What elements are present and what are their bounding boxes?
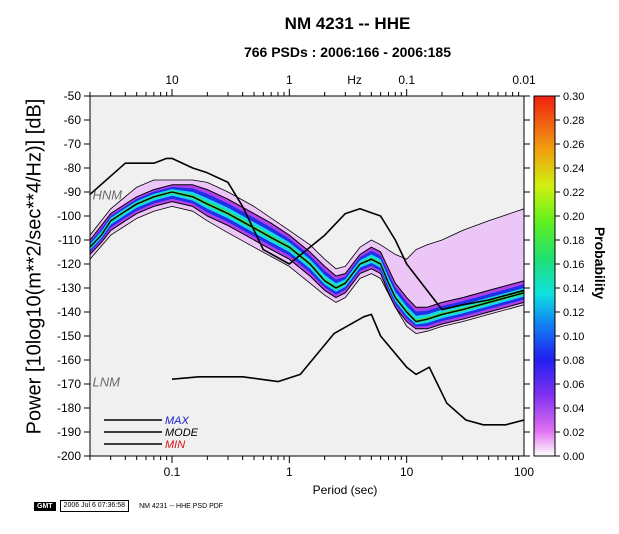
colorbar-tick-label: 0.06 xyxy=(563,379,584,391)
x-tick-label: 0.1 xyxy=(164,465,181,479)
legend-label-mode: MODE xyxy=(165,427,199,439)
y-tick-label: -120 xyxy=(57,257,81,271)
top-axis-label: Hz xyxy=(347,73,362,87)
colorbar-tick-label: 0.22 xyxy=(563,187,584,199)
series-line-min xyxy=(90,201,524,330)
y-tick-label: -200 xyxy=(57,449,81,463)
y-tick-label: -170 xyxy=(57,377,81,391)
colorbar-tick-label: 0.18 xyxy=(563,235,584,247)
chart-subtitle: 766 PSDs : 2006:166 - 2006:185 xyxy=(243,44,452,60)
colorbar-tick-label: 0.28 xyxy=(563,115,584,127)
y-tick-label: -70 xyxy=(64,137,82,151)
plot-frame xyxy=(89,95,525,457)
y-tick-label: -100 xyxy=(57,209,81,223)
colorbar-tick-label: 0.20 xyxy=(563,211,584,223)
y-tick-label: -50 xyxy=(64,89,82,103)
top-tick-label: 10 xyxy=(165,73,179,87)
y-tick-label: -150 xyxy=(57,329,81,343)
product-label: NM 4231 -- HHE PSD PDF xyxy=(139,502,224,510)
colorbar-tick-label: 0.12 xyxy=(563,307,584,319)
series-line-p10 xyxy=(90,205,524,335)
y-tick-label: -190 xyxy=(57,425,81,439)
series-line-p90 xyxy=(90,179,524,270)
x-tick-label: 10 xyxy=(400,465,414,479)
colorbar xyxy=(533,95,556,457)
x-axis-label: Period (sec) xyxy=(313,483,378,497)
x-tick-label: 1 xyxy=(286,465,293,479)
y-tick-label: -110 xyxy=(58,233,81,247)
density-band-core xyxy=(90,189,524,325)
y-tick-label: -130 xyxy=(57,281,81,295)
top-tick-label: 1 xyxy=(286,73,293,87)
legend-label-min: MIN xyxy=(165,439,185,451)
colorbar-tick-label: 0.16 xyxy=(563,259,584,271)
legend-label-max: MAX xyxy=(165,415,190,427)
timestamp: 2006 Jul 6 07:36:58 xyxy=(59,500,130,512)
series-line-max xyxy=(90,184,524,308)
series-line-hnm xyxy=(90,157,524,311)
colorbar-tick-label: 0.14 xyxy=(563,283,584,295)
colorbar-tick-label: 0.10 xyxy=(563,331,584,343)
colorbar-tick-label: 0.02 xyxy=(563,427,584,439)
y-tick-label: -90 xyxy=(64,185,82,199)
gmt-logo: GMT xyxy=(34,501,56,511)
y-tick-label: -160 xyxy=(57,353,81,367)
y-tick-label: -140 xyxy=(57,305,81,319)
footer: GMT 2006 Jul 6 07:36:58 NM 4231 -- HHE P… xyxy=(34,500,223,512)
y-tick-label: -60 xyxy=(64,113,82,127)
colorbar-tick-label: 0.04 xyxy=(563,403,584,415)
annotation-hnm: HNM xyxy=(92,187,122,202)
series-line-lnm xyxy=(171,313,524,426)
colorbar-tick-label: 0.26 xyxy=(563,139,584,151)
series-line-mode xyxy=(90,191,524,323)
colorbar-tick-label: 0.24 xyxy=(563,163,584,175)
colorbar-tick-label: 0.00 xyxy=(563,451,584,463)
chart-title: NM 4231 -- HHE xyxy=(284,14,411,33)
top-tick-label: 0.01 xyxy=(512,73,536,87)
y-tick-label: -180 xyxy=(57,401,81,415)
annotation-lnm: LNM xyxy=(92,375,120,390)
colorbar-tick-label: 0.30 xyxy=(563,91,584,103)
y-tick-label: -80 xyxy=(64,161,82,175)
x-tick-label: 100 xyxy=(514,465,534,479)
top-tick-label: 0.1 xyxy=(398,73,415,87)
colorbar-tick-label: 0.08 xyxy=(563,355,584,367)
